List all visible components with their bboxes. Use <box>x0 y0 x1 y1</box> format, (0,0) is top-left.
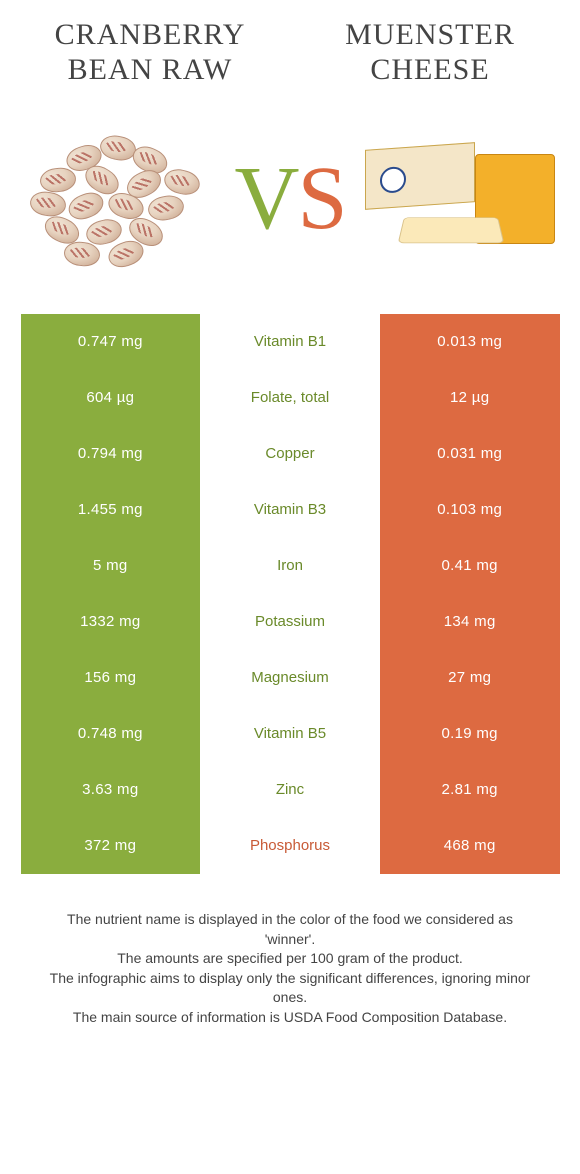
left-value: 0.748 mg <box>21 706 201 762</box>
nutrient-name: Vitamin B3 <box>200 482 380 538</box>
vs-v: V <box>234 147 297 250</box>
left-value: 156 mg <box>21 650 201 706</box>
left-value: 604 µg <box>21 370 201 426</box>
footnote-line: The infographic aims to display only the… <box>40 969 540 1008</box>
right-value: 0.013 mg <box>380 314 560 370</box>
nutrient-name: Zinc <box>200 762 380 818</box>
right-food-title: MUENSTER CHEESE <box>300 18 560 87</box>
nutrient-name: Folate, total <box>200 370 380 426</box>
right-value: 0.19 mg <box>380 706 560 762</box>
right-value: 134 mg <box>380 594 560 650</box>
left-value: 0.747 mg <box>21 314 201 370</box>
hero-row: VS <box>20 113 560 283</box>
right-value: 0.103 mg <box>380 482 560 538</box>
nutrient-name: Copper <box>200 426 380 482</box>
right-value: 12 µg <box>380 370 560 426</box>
nutrient-name: Vitamin B5 <box>200 706 380 762</box>
left-value: 1.455 mg <box>21 482 201 538</box>
left-value: 372 mg <box>21 818 201 874</box>
table-row: 0.794 mgCopper0.031 mg <box>21 426 560 482</box>
left-food-title: CRANBERRY BEAN RAW <box>20 18 280 87</box>
left-value: 3.63 mg <box>21 762 201 818</box>
cranberry-beans-icon <box>30 128 210 268</box>
footnote-line: The nutrient name is displayed in the co… <box>40 910 540 949</box>
right-value: 27 mg <box>380 650 560 706</box>
muenster-cheese-icon <box>365 138 555 258</box>
nutrient-name: Iron <box>200 538 380 594</box>
table-row: 5 mgIron0.41 mg <box>21 538 560 594</box>
left-value: 5 mg <box>21 538 201 594</box>
table-row: 1332 mgPotassium134 mg <box>21 594 560 650</box>
right-food-image <box>360 118 560 278</box>
footnote-line: The main source of information is USDA F… <box>40 1008 540 1028</box>
table-row: 3.63 mgZinc2.81 mg <box>21 762 560 818</box>
table-row: 0.748 mgVitamin B50.19 mg <box>21 706 560 762</box>
nutrient-name: Magnesium <box>200 650 380 706</box>
left-value: 0.794 mg <box>21 426 201 482</box>
footnotes: The nutrient name is displayed in the co… <box>40 910 540 1028</box>
table-row: 1.455 mgVitamin B30.103 mg <box>21 482 560 538</box>
footnote-line: The amounts are specified per 100 gram o… <box>40 949 540 969</box>
left-food-image <box>20 118 220 278</box>
table-row: 156 mgMagnesium27 mg <box>21 650 560 706</box>
nutrient-table: 0.747 mgVitamin B10.013 mg604 µgFolate, … <box>20 313 560 874</box>
left-value: 1332 mg <box>21 594 201 650</box>
vs-label: VS <box>234 147 345 250</box>
nutrient-name: Vitamin B1 <box>200 314 380 370</box>
right-value: 2.81 mg <box>380 762 560 818</box>
titles-row: CRANBERRY BEAN RAW MUENSTER CHEESE <box>20 18 560 87</box>
nutrient-name: Potassium <box>200 594 380 650</box>
table-row: 604 µgFolate, total12 µg <box>21 370 560 426</box>
table-row: 0.747 mgVitamin B10.013 mg <box>21 314 560 370</box>
infographic-wrap: CRANBERRY BEAN RAW MUENSTER CHEESE <box>0 0 580 1028</box>
nutrient-name: Phosphorus <box>200 818 380 874</box>
right-value: 0.031 mg <box>380 426 560 482</box>
vs-s: S <box>297 147 345 250</box>
table-row: 372 mgPhosphorus468 mg <box>21 818 560 874</box>
right-value: 0.41 mg <box>380 538 560 594</box>
right-value: 468 mg <box>380 818 560 874</box>
